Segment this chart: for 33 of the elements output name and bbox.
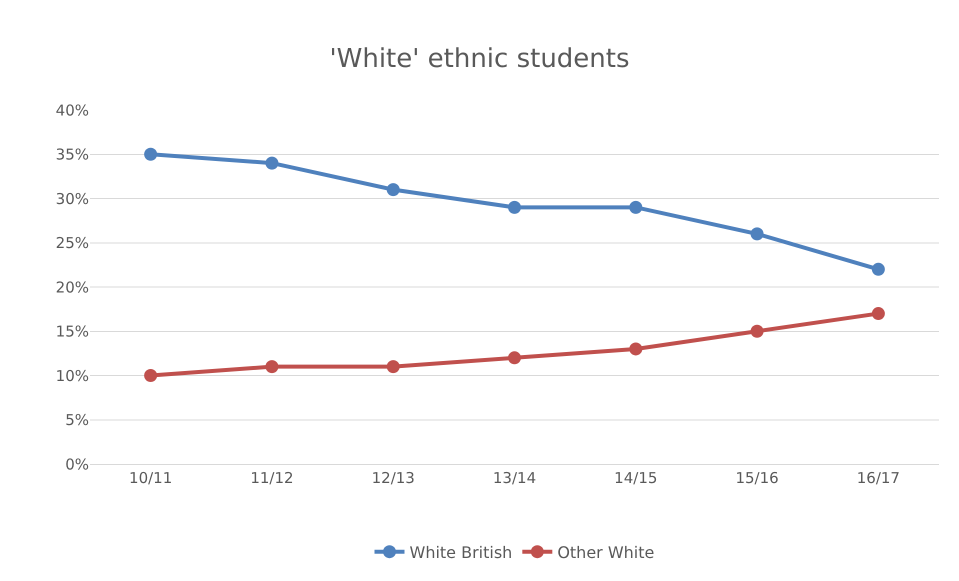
point bbox=[386, 360, 400, 374]
point bbox=[872, 307, 885, 320]
point bbox=[144, 369, 158, 382]
y-tick-label: 15% bbox=[56, 322, 89, 340]
legend-label: Other White bbox=[557, 542, 654, 562]
chart-title: 'White' ethnic students bbox=[329, 44, 630, 74]
point bbox=[508, 351, 521, 364]
x-tick-label: 16/17 bbox=[856, 469, 900, 487]
y-tick-label: 25% bbox=[56, 234, 89, 252]
x-tick-label: 13/14 bbox=[492, 469, 536, 487]
x-tick-label: 11/12 bbox=[250, 469, 294, 487]
y-tick-label: 0% bbox=[65, 455, 89, 474]
point bbox=[508, 200, 521, 214]
point bbox=[629, 342, 642, 356]
y-tick-label: 40% bbox=[56, 101, 89, 120]
point bbox=[629, 200, 642, 214]
point bbox=[265, 156, 278, 170]
point bbox=[750, 227, 764, 240]
x-tick-label: 15/16 bbox=[735, 469, 779, 487]
y-tick-label: 5% bbox=[65, 411, 89, 429]
y-tick-label: 10% bbox=[56, 366, 89, 385]
y-tick-label: 20% bbox=[56, 278, 89, 296]
point bbox=[872, 262, 885, 276]
x-tick-label: 12/13 bbox=[372, 469, 415, 487]
point bbox=[750, 324, 764, 338]
point bbox=[144, 148, 158, 161]
x-tick-label: 10/11 bbox=[129, 469, 172, 487]
y-tick-label: 30% bbox=[56, 190, 89, 208]
y-tick-label: 35% bbox=[56, 146, 89, 164]
x-tick-label: 14/15 bbox=[614, 469, 658, 487]
legend-label: White British bbox=[410, 542, 512, 562]
point bbox=[265, 360, 278, 374]
point bbox=[386, 183, 400, 196]
